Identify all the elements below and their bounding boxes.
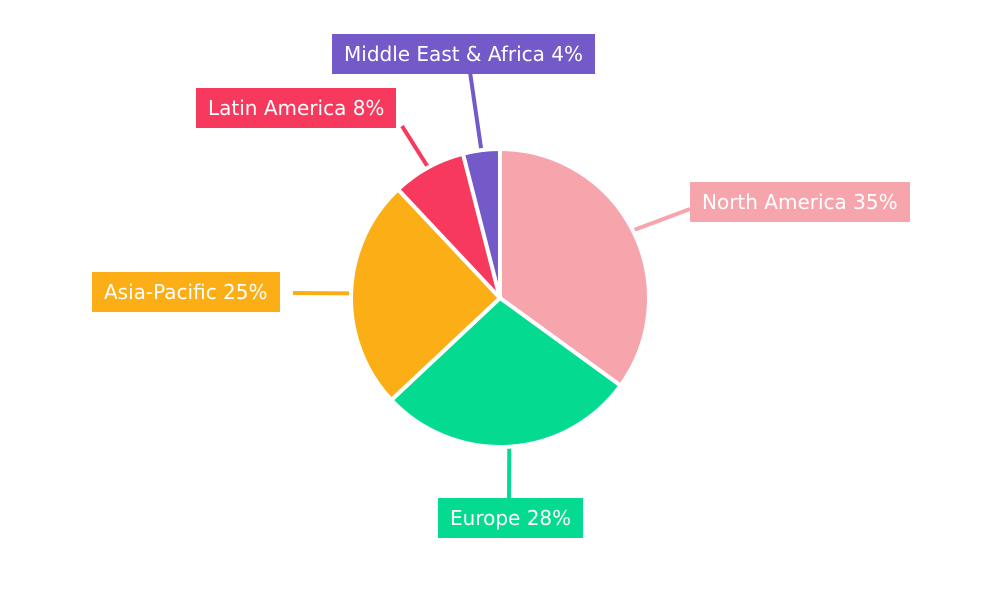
pie-slice-europe[interactable]: [389, 296, 623, 449]
callout-label-europe: Europe 28%: [438, 498, 584, 538]
leader-line-north-america: [631, 207, 691, 233]
callout-label-asia-pacific: Asia-Pacific 25%: [92, 272, 280, 312]
callout-label-middle-east-africa: Middle East & Africa 4%: [332, 34, 596, 74]
leader-line-middle-east-africa: [468, 71, 484, 152]
leader-line-latin-america: [400, 124, 431, 170]
callout-label-latin-america: Latin America 8%: [196, 88, 397, 128]
callout-label-north-america: North America 35%: [690, 182, 910, 222]
pie-slice-asia-pacific[interactable]: [349, 187, 502, 402]
pie-slice-north-america[interactable]: [498, 147, 651, 388]
pie-slice-middle-east-africa[interactable]: [460, 147, 502, 300]
